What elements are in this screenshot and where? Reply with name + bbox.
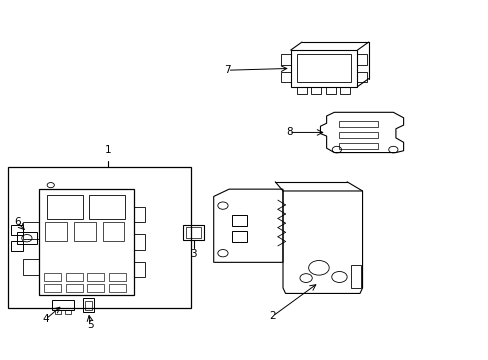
Bar	[296, 87, 306, 94]
Bar	[47, 195, 82, 219]
Text: 8: 8	[285, 127, 292, 138]
Bar	[134, 262, 145, 277]
Bar	[66, 273, 82, 282]
Bar	[23, 259, 39, 275]
Bar	[109, 284, 126, 292]
Text: 4: 4	[42, 314, 49, 324]
Bar	[44, 273, 61, 282]
Bar	[44, 284, 61, 292]
Bar	[325, 87, 335, 94]
Text: 6: 6	[14, 217, 20, 227]
Bar	[8, 167, 190, 308]
Bar	[82, 298, 94, 312]
Bar	[65, 310, 71, 314]
Bar	[11, 225, 23, 235]
Text: 3: 3	[190, 248, 197, 258]
Bar	[55, 310, 61, 314]
Bar	[52, 300, 73, 310]
Bar	[66, 284, 82, 292]
Bar	[231, 231, 246, 242]
Bar	[109, 273, 126, 282]
Bar	[183, 225, 204, 240]
Bar	[134, 234, 145, 249]
Bar	[74, 222, 96, 241]
Bar	[281, 72, 290, 82]
Bar	[89, 195, 124, 219]
Bar	[102, 222, 124, 241]
Bar	[290, 50, 357, 87]
Bar	[350, 265, 360, 288]
Bar	[87, 284, 104, 292]
Text: 1: 1	[105, 145, 112, 156]
Bar	[339, 132, 377, 138]
Bar	[87, 273, 104, 282]
Bar	[339, 143, 377, 149]
Bar	[339, 87, 349, 94]
Bar	[45, 222, 67, 241]
Bar	[357, 54, 366, 65]
Text: 5: 5	[87, 320, 94, 329]
Bar	[85, 301, 92, 310]
Bar	[296, 54, 350, 82]
Bar	[357, 72, 366, 82]
Bar	[310, 87, 321, 94]
Bar	[11, 241, 23, 251]
Bar	[281, 54, 290, 65]
Text: 2: 2	[269, 311, 276, 321]
Bar	[23, 222, 39, 239]
Text: 7: 7	[224, 65, 230, 75]
Bar	[339, 121, 377, 127]
Bar	[17, 232, 37, 244]
Bar	[39, 189, 134, 295]
Bar	[134, 207, 145, 222]
Bar	[185, 227, 201, 238]
Bar	[231, 215, 246, 226]
